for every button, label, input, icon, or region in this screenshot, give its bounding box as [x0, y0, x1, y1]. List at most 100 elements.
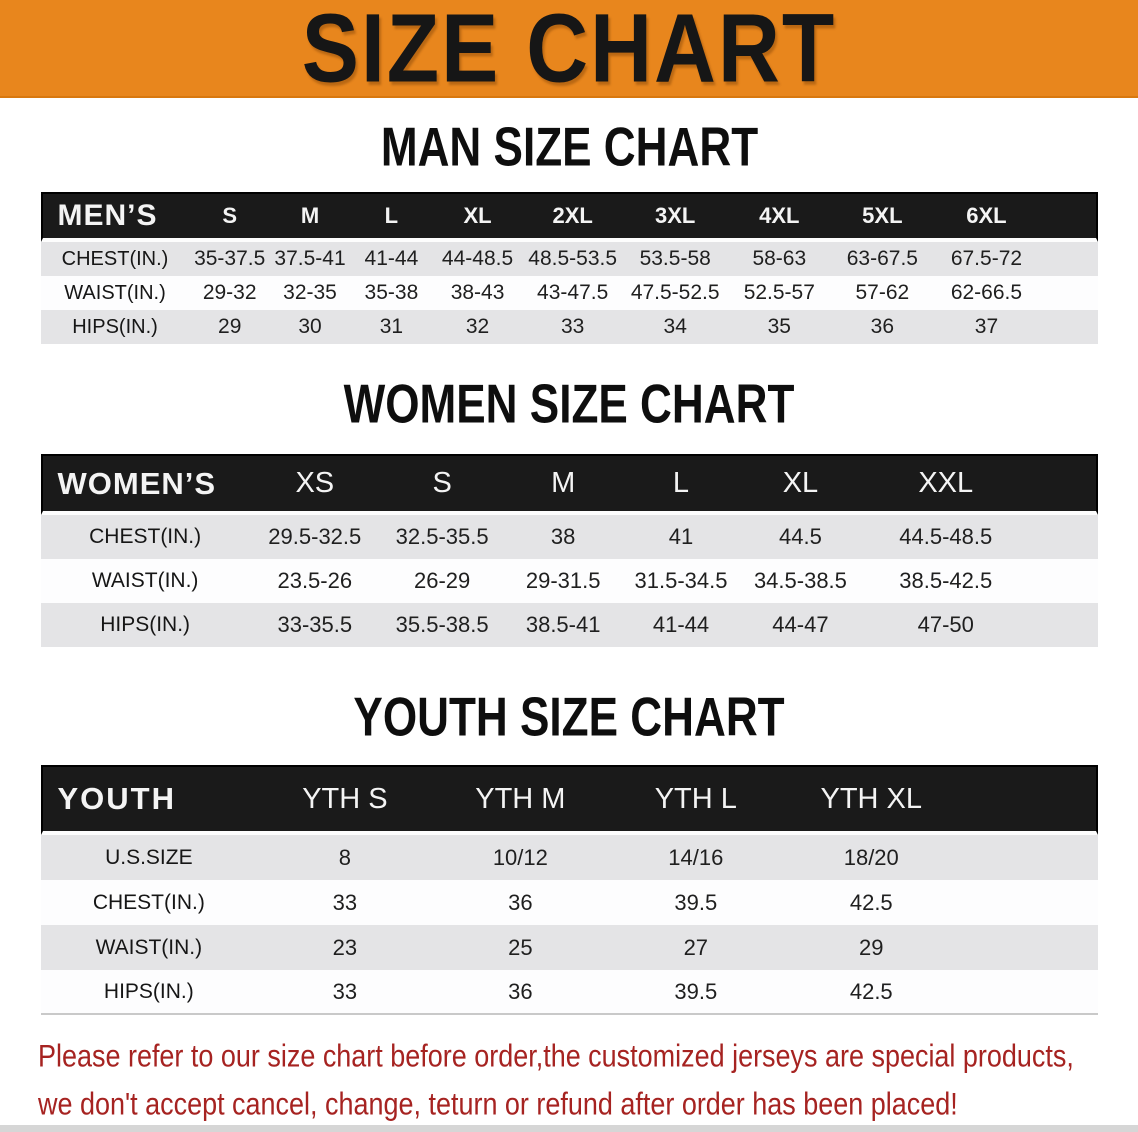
table-row: U.S.SIZE 8 10/12 14/16 18/20	[40, 835, 1098, 880]
size-value-cell: 32	[432, 310, 523, 344]
size-value-cell: 44-47	[740, 603, 861, 647]
size-value-cell: 8	[257, 835, 433, 880]
spacer-cell	[1030, 603, 1098, 647]
size-value-cell: 30	[269, 310, 351, 344]
size-value-cell: 29-31.5	[504, 559, 622, 603]
size-value-cell: 44.5-48.5	[860, 515, 1031, 559]
size-value-cell: 33	[522, 310, 623, 344]
size-value-cell: 36	[432, 880, 609, 925]
women-section: WOMEN SIZE CHART WOMEN’S XS S M L XL XXL…	[0, 372, 1138, 647]
spacer-cell	[958, 765, 1098, 835]
men-section-heading: MAN SIZE CHART	[0, 115, 1138, 177]
table-row: HIPS(IN.) 33-35.5 35.5-38.5 38.5-41 41-4…	[40, 603, 1098, 647]
size-value-cell: 42.5	[783, 880, 959, 925]
size-value-cell: 29.5-32.5	[249, 515, 380, 559]
size-value-cell: 67.5-72	[933, 242, 1040, 276]
spacer-cell	[958, 970, 1098, 1015]
table-row: WAIST(IN.) 23 25 27 29	[40, 925, 1098, 970]
youth-table-header-row: YOUTH YTH S YTH M YTH L YTH XL	[40, 765, 1098, 835]
size-value-cell: 44-48.5	[432, 242, 523, 276]
spacer-cell	[1039, 276, 1098, 310]
size-value-cell: 31.5-34.5	[621, 559, 741, 603]
table-row: HIPS(IN.) 29 30 31 32 33 34 35 36 37	[40, 310, 1098, 344]
men-corner-label: MEN’S	[40, 192, 190, 242]
spacer-cell	[1039, 310, 1098, 344]
size-value-cell: 34	[622, 310, 728, 344]
table-row: WAIST(IN.) 29-32 32-35 35-38 38-43 43-47…	[40, 276, 1098, 310]
row-label: WAIST(IN.)	[40, 276, 190, 310]
size-value-cell: 36	[432, 970, 609, 1015]
men-table-header-row: MEN’S S M L XL 2XL 3XL 4XL 5XL 6XL	[40, 192, 1098, 242]
row-label: WAIST(IN.)	[40, 925, 258, 970]
youth-corner-label: YOUTH	[40, 765, 258, 835]
youth-section: YOUTH SIZE CHART YOUTH YTH S YTH M YTH L…	[0, 685, 1138, 1015]
size-value-cell: 44.5	[740, 515, 861, 559]
table-row: CHEST(IN.) 35-37.5 37.5-41 41-44 44-48.5…	[40, 242, 1098, 276]
size-value-cell: 39.5	[608, 970, 784, 1015]
column-header: S	[189, 192, 270, 242]
bottom-edge-strip	[0, 1125, 1138, 1132]
size-value-cell: 48.5-53.5	[522, 242, 623, 276]
spacer-cell	[1039, 242, 1098, 276]
column-header: M	[504, 454, 622, 515]
column-header: L	[350, 192, 433, 242]
disclaimer: Please refer to our size chart before or…	[38, 1035, 1138, 1131]
size-value-cell: 23	[257, 925, 433, 970]
size-value-cell: 38.5-42.5	[860, 559, 1031, 603]
column-header: M	[269, 192, 351, 242]
size-value-cell: 47.5-52.5	[622, 276, 728, 310]
page-title: SIZE CHART	[301, 0, 837, 102]
column-header: XL	[740, 454, 861, 515]
size-value-cell: 29-32	[189, 276, 270, 310]
spacer-cell	[958, 835, 1098, 880]
size-value-cell: 38	[504, 515, 622, 559]
spacer-cell	[958, 925, 1098, 970]
size-value-cell: 25	[432, 925, 609, 970]
table-row: CHEST(IN.) 29.5-32.5 32.5-35.5 38 41 44.…	[40, 515, 1098, 559]
table-row: CHEST(IN.) 33 36 39.5 42.5	[40, 880, 1098, 925]
size-value-cell: 32.5-35.5	[379, 515, 505, 559]
column-header: L	[621, 454, 741, 515]
spacer-cell	[1030, 454, 1098, 515]
men-size-table: MEN’S S M L XL 2XL 3XL 4XL 5XL 6XL CHEST…	[40, 192, 1098, 344]
row-label: HIPS(IN.)	[40, 310, 190, 344]
column-header: S	[379, 454, 505, 515]
size-value-cell: 33	[257, 970, 433, 1015]
size-value-cell: 33-35.5	[249, 603, 380, 647]
row-label: U.S.SIZE	[40, 835, 258, 880]
column-header: 6XL	[933, 192, 1040, 242]
size-value-cell: 35-38	[350, 276, 433, 310]
row-label: CHEST(IN.)	[40, 515, 250, 559]
women-section-heading-text: WOMEN SIZE CHART	[343, 372, 795, 435]
size-value-cell: 52.5-57	[727, 276, 832, 310]
size-value-cell: 35	[727, 310, 832, 344]
spacer-cell	[1039, 192, 1098, 242]
column-header: 5XL	[831, 192, 934, 242]
disclaimer-line-2: we don't accept cancel, change, teturn o…	[38, 1083, 1138, 1131]
column-header: YTH XL	[783, 765, 959, 835]
size-value-cell: 43-47.5	[522, 276, 623, 310]
size-value-cell: 27	[608, 925, 784, 970]
size-value-cell: 34.5-38.5	[740, 559, 861, 603]
size-value-cell: 35.5-38.5	[379, 603, 505, 647]
size-value-cell: 41	[621, 515, 741, 559]
column-header: XS	[249, 454, 380, 515]
spacer-cell	[1030, 559, 1098, 603]
size-value-cell: 39.5	[608, 880, 784, 925]
row-label: HIPS(IN.)	[40, 970, 258, 1015]
size-value-cell: 23.5-26	[249, 559, 380, 603]
column-header: 3XL	[622, 192, 728, 242]
size-value-cell: 14/16	[608, 835, 784, 880]
size-value-cell: 41-44	[621, 603, 741, 647]
size-value-cell: 63-67.5	[831, 242, 934, 276]
size-value-cell: 36	[831, 310, 934, 344]
size-value-cell: 32-35	[269, 276, 351, 310]
row-label: CHEST(IN.)	[40, 880, 258, 925]
size-chart-banner: SIZE CHART	[0, 0, 1138, 102]
youth-section-heading: YOUTH SIZE CHART	[0, 685, 1138, 747]
row-label: CHEST(IN.)	[40, 242, 190, 276]
disclaimer-line-1-text: Please refer to our size chart before or…	[38, 1037, 1074, 1074]
row-label: WAIST(IN.)	[40, 559, 250, 603]
women-corner-label: WOMEN’S	[40, 454, 250, 515]
column-header: 4XL	[727, 192, 832, 242]
